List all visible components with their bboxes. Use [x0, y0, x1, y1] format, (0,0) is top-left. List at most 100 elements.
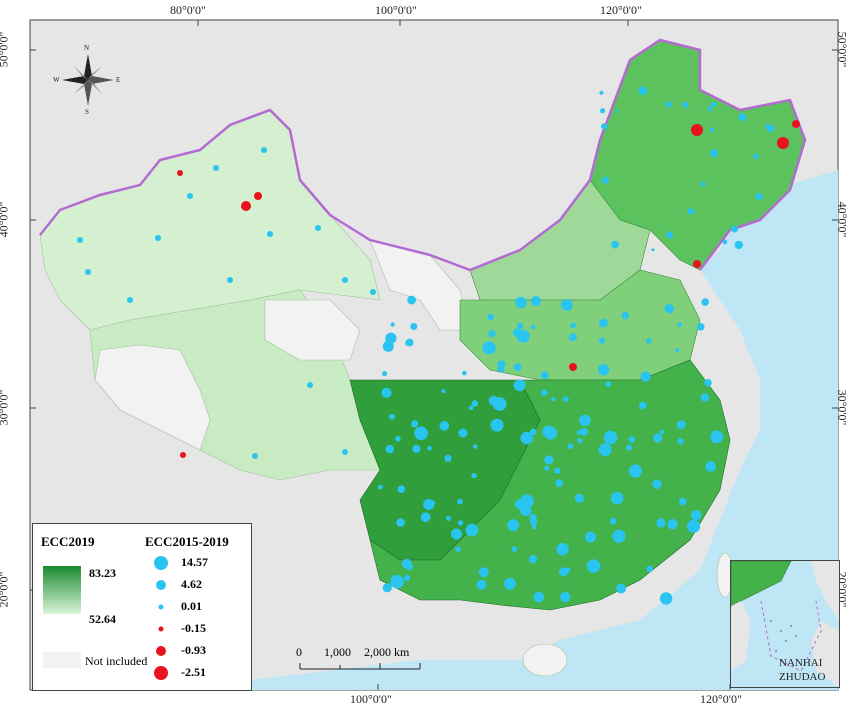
increase-point: [701, 298, 709, 306]
legend-color-ramp: [43, 566, 81, 614]
increase-point: [423, 499, 435, 510]
increase-point: [709, 127, 715, 132]
legend-not-included-swatch: [43, 652, 81, 668]
increase-point: [646, 338, 652, 344]
increase-point: [227, 277, 233, 283]
increase-point: [487, 313, 495, 321]
increase-point: [261, 147, 267, 153]
increase-point: [652, 479, 662, 489]
legend-change-dot: [156, 580, 166, 590]
increase-point: [155, 235, 161, 241]
increase-point: [267, 231, 273, 237]
legend-change-item: 0.01: [151, 598, 247, 616]
increase-point: [603, 430, 618, 445]
increase-point: [665, 231, 674, 239]
increase-point: [478, 567, 489, 578]
legend-change-item: -2.51: [151, 664, 247, 682]
map-legend: ECC2019 83.23 52.64 Not included ECC2015…: [32, 523, 252, 691]
coord-left-40: 40°0'0": [0, 201, 11, 238]
increase-point: [382, 371, 388, 377]
coord-top-120: 120°0'0": [600, 3, 642, 17]
increase-point: [616, 583, 626, 594]
increase-point: [427, 445, 432, 451]
increase-point: [646, 565, 653, 573]
increase-point: [738, 113, 747, 122]
increase-point: [504, 577, 516, 590]
increase-point: [530, 296, 542, 307]
increase-point: [396, 518, 405, 527]
increase-point: [568, 333, 577, 342]
increase-point: [85, 269, 91, 275]
increase-point: [492, 397, 507, 411]
increase-point: [511, 546, 518, 552]
increase-point: [730, 225, 738, 233]
increase-point: [385, 444, 394, 454]
increase-point: [507, 519, 519, 532]
decrease-point: [777, 137, 789, 149]
increase-point: [395, 436, 401, 442]
legend-not-included-label: Not included: [85, 654, 148, 668]
increase-point: [465, 523, 479, 537]
increase-point: [471, 400, 479, 407]
legend-change-dot: [158, 604, 164, 610]
increase-point: [488, 330, 496, 338]
increase-point: [677, 322, 682, 328]
scale-label-2000: 2,000 km: [364, 645, 410, 659]
legend-change-dot: [154, 666, 168, 680]
legend-ecc-max: 83.23: [89, 566, 116, 580]
increase-point: [640, 371, 651, 382]
legend-change-label: 4.62: [181, 577, 202, 591]
decrease-point: [792, 120, 800, 128]
increase-point: [687, 208, 695, 215]
legend-change-label: 0.01: [181, 599, 202, 613]
region-hainan: [522, 643, 568, 677]
coord-bottom-100: 100°0'0": [350, 692, 392, 706]
increase-point: [611, 240, 619, 249]
increase-point: [677, 438, 684, 445]
increase-point: [529, 513, 537, 522]
increase-point: [541, 389, 548, 396]
decrease-point: [693, 260, 701, 268]
legend-change-title: ECC2015-2019: [145, 534, 229, 549]
increase-point: [544, 426, 558, 440]
increase-point: [605, 381, 612, 388]
increase-point: [710, 101, 717, 108]
increase-point: [476, 579, 487, 590]
increase-point: [444, 454, 452, 462]
scale-label-0: 0: [296, 645, 302, 659]
increase-point: [397, 485, 406, 493]
decrease-point: [569, 363, 577, 371]
increase-point: [390, 322, 395, 327]
increase-point: [580, 428, 588, 436]
increase-point: [77, 237, 83, 243]
increase-point: [597, 364, 610, 376]
increase-point: [560, 591, 571, 603]
increase-point: [315, 225, 321, 231]
increase-point: [370, 289, 376, 295]
increase-point: [457, 498, 463, 505]
increase-point: [615, 109, 619, 113]
increase-point: [567, 443, 574, 450]
increase-point: [544, 465, 550, 471]
increase-point: [468, 405, 474, 411]
increase-point: [710, 149, 718, 158]
compass-w: W: [53, 76, 60, 84]
decrease-point: [691, 124, 703, 136]
increase-point: [700, 393, 709, 402]
increase-point: [696, 323, 705, 331]
legend-change-item: -0.15: [151, 620, 247, 638]
increase-point: [403, 574, 411, 582]
compass-rose-icon: [62, 54, 114, 106]
increase-point: [405, 340, 411, 346]
increase-point: [497, 365, 505, 373]
increase-point: [691, 509, 702, 521]
legend-ecc-min: 52.64: [89, 612, 116, 626]
decrease-point: [180, 452, 186, 458]
increase-point: [513, 363, 522, 371]
increase-point: [601, 176, 609, 184]
coord-right-50: 50°0'0": [835, 31, 850, 68]
increase-point: [382, 583, 392, 593]
increase-point: [441, 389, 446, 394]
legend-change-label: 14.57: [181, 555, 208, 569]
increase-point: [213, 165, 219, 171]
